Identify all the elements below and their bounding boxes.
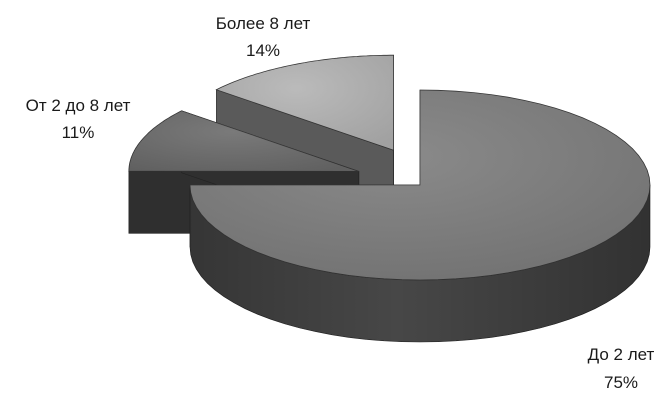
- slice-label-2-to-8-years: От 2 до 8 лет: [26, 96, 131, 115]
- slice-2-to-8-years-top-shade: [128, 110, 359, 172]
- slice-label-more-8-years: Более 8 лет: [216, 14, 311, 33]
- slice-value-up-to-2-years: 75%: [604, 373, 638, 392]
- slice-label-up-to-2-years: До 2 лет: [588, 345, 655, 364]
- slice-up-to-2-years-wall-shade: [190, 185, 650, 342]
- slice-value-2-to-8-years: 11%: [62, 123, 95, 142]
- slice-up-to-2-years: [189, 89, 651, 343]
- slice-value-more-8-years: 14%: [246, 41, 280, 60]
- slice-more-8-years-top-shade: [216, 55, 394, 151]
- slice-up-to-2-years-top-shade: [190, 90, 650, 280]
